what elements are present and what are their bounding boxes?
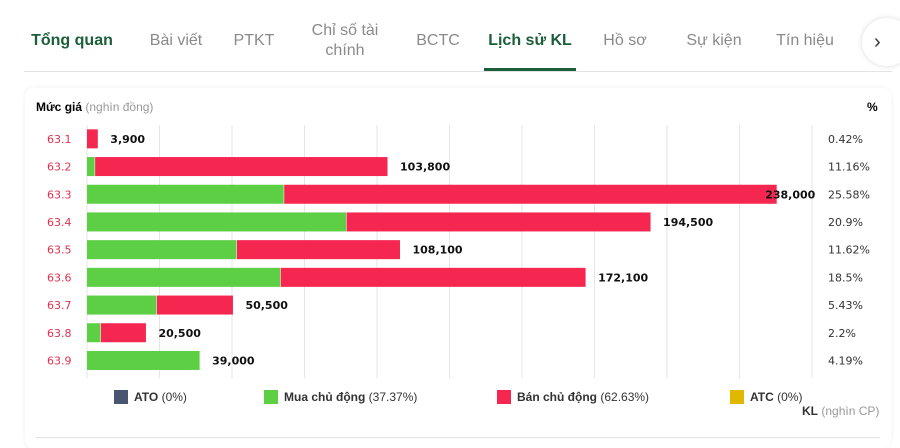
tab-ho-so[interactable]: Hồ sơ [603,32,647,49]
legend-label: ATC [750,390,774,404]
legend-swatch [264,390,278,404]
bar-sell [87,129,98,149]
legend-pct: (62.63%) [600,390,650,404]
bar-sell [100,323,146,343]
bar-sell [284,184,777,204]
legend-swatch [497,390,511,404]
legend-ban[interactable]: Bán chủ động (62.63%) [497,390,649,404]
tab-chi-so-tai-chinh[interactable]: Chỉ số tài chính [311,22,379,59]
x-axis-unit: (nghìn CP) [821,404,880,418]
total-label: 108,100 [412,244,462,257]
percent-label: 11.16% [828,161,870,174]
percent-label: 25.58% [828,188,870,201]
legend-atc[interactable]: ATC (0%) [730,390,802,404]
x-axis-title: KL (nghìn CP) [802,404,879,418]
percent-label: 0.42% [828,133,863,146]
bar-buy [87,323,101,343]
legend-pct: (37.37%) [368,390,418,404]
bar-sell [95,157,388,177]
bar-buy [87,240,237,260]
y-axis-title: Mức giá (nghìn đồng) [36,100,153,114]
price-label: 63.3 [47,188,72,201]
chevron-right-icon[interactable]: › [862,18,900,66]
bar-buy [87,212,347,232]
percent-label: 18.5% [828,271,863,284]
total-label: 20,500 [158,327,201,340]
bar-sell [236,240,400,260]
bar-buy [87,184,284,204]
legend-swatch [730,390,744,404]
legend-swatch [114,390,128,404]
total-label: 50,500 [245,299,288,312]
active-tab-indicator [484,68,576,71]
tab-tin-hieu[interactable]: Tín hiệu [776,32,834,49]
bar-buy [87,350,200,370]
legend-label: Bán chủ động [517,390,597,404]
percent-label: 5.43% [828,299,863,312]
tab-lich-su-kl[interactable]: Lịch sử KL [488,32,572,49]
bar-buy [87,157,95,177]
bar-buy [87,267,281,287]
legend-ato[interactable]: ATO (0%) [114,390,187,404]
legend-label: ATO [134,390,159,404]
tab-bctc[interactable]: BCTC [416,32,460,49]
price-label: 63.2 [47,161,72,174]
tab-tong-quan[interactable]: Tổng quan [31,32,113,49]
y-axis-label: Mức giá [36,100,83,114]
bottom-divider [36,437,880,438]
legend-label: Mua chủ động [284,390,366,404]
percent-label: 4.19% [828,354,863,367]
bar-buy [87,295,157,315]
legend-pct: (0%) [777,390,803,404]
x-axis-label: KL [802,404,818,418]
price-label: 63.5 [47,244,72,257]
total-label: 194,500 [663,216,713,229]
price-label: 63.9 [47,354,72,367]
price-label: 63.1 [47,133,72,146]
legend-mua[interactable]: Mua chủ động (37.37%) [264,390,417,404]
tab-bai-viet[interactable]: Bài viết [149,32,203,49]
total-label: 172,100 [598,271,648,284]
y-axis-unit: (nghìn đồng) [85,100,154,114]
total-label: 39,000 [212,354,255,367]
percent-label: 11.62% [828,244,870,257]
total-label: 238,000 [765,188,815,201]
tab-ptkt[interactable]: PTKT [233,32,275,49]
price-label: 63.8 [47,327,72,340]
percent-label: 2.2% [828,327,856,340]
price-label: 63.6 [47,271,72,284]
bar-sell [156,295,233,315]
percent-label: 20.9% [828,216,863,229]
tab-divider [24,71,892,72]
total-label: 3,900 [110,133,145,146]
bar-sell [346,212,651,232]
tab-su-kien[interactable]: Sự kiện [686,32,742,49]
bar-sell [280,267,586,287]
price-label: 63.7 [47,299,72,312]
percent-header: % [867,100,878,114]
total-label: 103,800 [400,161,450,174]
legend-pct: (0%) [161,390,187,404]
tab-bar: Tổng quan Bài viết PTKT Chỉ số tài chính… [0,0,900,72]
price-label: 63.4 [47,216,72,229]
